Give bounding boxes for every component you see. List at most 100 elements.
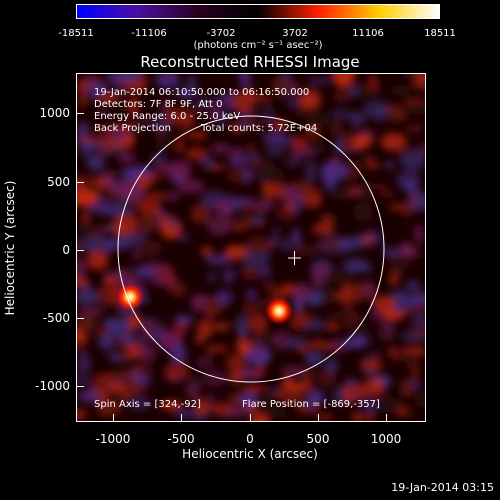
time-range-text: 19-Jan-2014 06:10:50.000 to 06:16:50.000: [94, 87, 310, 98]
noise-blob: [331, 73, 356, 85]
noise-blob: [126, 267, 140, 279]
colorbar-tick: 3702: [282, 28, 308, 39]
noise-blob: [258, 265, 272, 278]
noise-blob: [270, 119, 289, 130]
noise-blob: [312, 141, 326, 154]
noise-blob: [164, 73, 176, 78]
noise-blob: [78, 221, 93, 240]
noise-blob: [405, 123, 425, 133]
noise-blob: [388, 271, 399, 286]
noise-blob: [330, 108, 354, 120]
noise-blob: [364, 280, 375, 299]
noise-blob: [390, 85, 411, 96]
noise-blob: [380, 132, 408, 151]
noise-blob: [280, 73, 292, 83]
noise-blob: [290, 136, 308, 150]
noise-blob: [299, 88, 321, 111]
noise-blob: [170, 344, 187, 364]
noise-blob: [354, 335, 371, 346]
noise-blob: [77, 87, 88, 109]
noise-blob: [315, 414, 335, 421]
noise-blob: [400, 149, 426, 171]
noise-blob: [350, 112, 366, 126]
noise-blob: [86, 155, 105, 170]
noise-blob: [187, 131, 208, 139]
noise-blob: [376, 329, 388, 342]
noise-blob: [280, 239, 291, 253]
noise-blob: [362, 233, 374, 246]
noise-blob: [200, 156, 215, 169]
noise-blob: [96, 203, 113, 215]
noise-blob: [127, 97, 139, 116]
noise-blob: [412, 247, 424, 259]
noise-blob: [395, 170, 422, 188]
x-tick-label: 1000: [370, 432, 402, 446]
noise-blob: [125, 133, 135, 149]
energy-text: Energy Range: 6.0 - 25.0 keV: [94, 111, 241, 122]
noise-blob: [292, 244, 319, 256]
noise-blob: [331, 120, 342, 133]
noise-blob: [271, 227, 281, 243]
noise-blob: [187, 73, 197, 92]
noise-blob: [356, 381, 372, 399]
noise-blob: [195, 334, 205, 345]
colorbar-tick: -11106: [131, 28, 167, 39]
noise-blob: [205, 345, 230, 353]
noise-blob: [185, 147, 209, 161]
noise-blob: [319, 342, 329, 349]
noise-blob: [175, 409, 191, 419]
noise-blob: [76, 313, 96, 332]
noise-blob: [120, 73, 137, 84]
y-tick-mark: [76, 250, 84, 251]
noise-blob: [177, 234, 191, 241]
noise-blob: [370, 308, 383, 321]
noise-blob: [316, 242, 328, 252]
plot-title: Reconstructed RHESSI Image: [140, 53, 360, 71]
noise-blob: [411, 314, 426, 326]
noise-blob: [251, 162, 277, 178]
x-tick-label: -1000: [95, 432, 131, 446]
noise-blob: [175, 88, 198, 98]
noise-blob: [381, 248, 400, 256]
noise-blob: [325, 358, 338, 374]
noise-blob: [127, 398, 153, 410]
noise-blob: [306, 289, 324, 307]
noise-blob: [291, 180, 315, 193]
noise-blob: [76, 188, 99, 207]
noise-blob: [175, 136, 184, 154]
noise-blob: [295, 282, 310, 301]
noise-blob: [185, 382, 201, 400]
noise-blob: [302, 189, 323, 209]
noise-blob: [385, 105, 408, 123]
noise-blob: [77, 354, 92, 373]
noise-blob: [325, 311, 352, 318]
noise-blob: [177, 179, 205, 194]
noise-blob: [168, 282, 187, 297]
noise-blob: [256, 364, 266, 376]
flare-position-text: Flare Position = [-869,-357]: [242, 399, 380, 410]
noise-blob: [155, 137, 170, 154]
noise-blob: [405, 351, 415, 369]
y-tick-mark: [76, 113, 84, 114]
noise-blob: [121, 121, 138, 129]
noise-blob: [86, 250, 109, 270]
noise-blob: [213, 322, 230, 332]
noise-blob: [398, 242, 416, 257]
noise-blob: [194, 398, 210, 416]
detectors-text: Detectors: 7F 8F 9F, Att 0: [94, 99, 223, 110]
noise-blob: [326, 323, 340, 331]
noise-blob: [123, 381, 148, 398]
noise-blob: [179, 112, 195, 127]
noise-blob: [232, 368, 243, 383]
colorbar-tick: 18511: [424, 28, 456, 39]
noise-blob: [246, 234, 269, 251]
noise-blob: [76, 377, 90, 385]
noise-blob: [184, 105, 206, 114]
noise-blob: [316, 370, 337, 386]
x-tick-mark: [250, 414, 251, 422]
noise-blob: [362, 99, 390, 119]
image-plot[interactable]: 19-Jan-2014 06:10:50.000 to 06:16:50.000…: [76, 73, 426, 422]
noise-blob: [76, 288, 100, 305]
method-text: Back Projection: [94, 123, 171, 134]
noise-blob: [242, 167, 252, 184]
